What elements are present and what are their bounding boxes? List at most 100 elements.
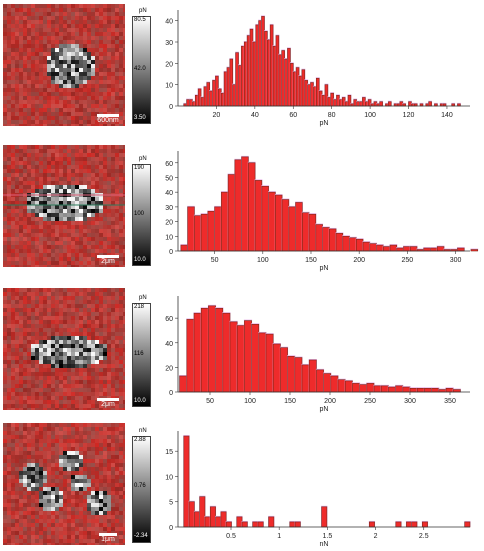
x-axis-label: pN: [320, 265, 329, 272]
histogram-bar: [308, 359, 317, 393]
histogram-bar: [421, 521, 428, 528]
histogram-bar: [209, 506, 216, 528]
histogram-bar: [359, 384, 368, 393]
histogram-bar: [289, 521, 296, 528]
histogram-bar: [234, 159, 242, 252]
colorbar-unit-3: pN: [139, 295, 147, 301]
histogram-bar: [287, 356, 296, 393]
x-axis-label: nN: [320, 541, 329, 548]
x-tick-label: 100: [244, 398, 256, 405]
histogram-bar: [254, 180, 263, 252]
histogram-bar: [227, 174, 236, 252]
x-tick-label: 2: [374, 533, 378, 540]
x-tick-label: 120: [403, 112, 415, 119]
x-tick-label: 50: [211, 257, 219, 264]
y-tick-label: 60: [165, 316, 173, 323]
panel-row-2: 2μm pN 190 100 10.0 0 10 20 30 40 50 60 50 100 15…: [0, 143, 484, 272]
colorbar-unit-4: nN: [139, 428, 147, 434]
histogram-bar: [199, 496, 206, 528]
histogram-bar: [220, 511, 227, 528]
afm-image-3: 2μm: [3, 288, 125, 410]
histogram-bar: [431, 388, 440, 393]
y-tick-label: 30: [165, 40, 173, 47]
histogram-bar: [362, 241, 371, 252]
y-tick-label: 0: [169, 390, 173, 397]
x-tick-label: 150: [305, 257, 317, 264]
histogram-3: 0 20 40 60 50 100 150 200 250 300 350 pN: [160, 292, 480, 416]
x-tick-label: 60: [289, 112, 297, 119]
y-tick-label: 20: [165, 220, 173, 227]
histogram-bar: [369, 243, 377, 252]
histogram-bar: [215, 516, 222, 528]
histogram-bar: [329, 228, 337, 252]
histogram-bar: [436, 246, 445, 252]
histogram-bar: [402, 386, 411, 393]
histogram-bar: [252, 521, 259, 528]
histogram-bar: [288, 206, 296, 252]
histogram-bar: [272, 343, 281, 393]
histogram-bar: [225, 521, 232, 528]
histogram-bar: [430, 247, 438, 252]
x-tick-label: 0.5: [226, 533, 236, 540]
y-tick-label: 0: [169, 104, 173, 111]
x-tick-label: 150: [284, 398, 296, 405]
x-tick-label: 20: [213, 112, 221, 119]
histogram-bar: [208, 305, 216, 393]
histogram-1-bars: [183, 15, 461, 107]
histogram-bar: [236, 325, 245, 393]
x-tick-label: 200: [324, 398, 336, 405]
histogram-bar: [207, 210, 215, 252]
y-tick-label: 0: [169, 249, 173, 256]
y-tick-label: 30: [165, 205, 173, 212]
histogram-bar: [180, 244, 188, 252]
histogram-bar: [280, 347, 288, 393]
scale-bar-2: [97, 255, 119, 258]
colorbar-unit-2: pN: [139, 156, 147, 162]
histogram-bar: [215, 308, 224, 393]
histogram-bar: [366, 383, 375, 393]
histogram-bar: [268, 516, 275, 528]
histogram-bar: [194, 511, 200, 528]
y-tick-label: 60: [165, 161, 173, 168]
histogram-bar: [204, 516, 211, 528]
histogram-bar: [236, 516, 243, 528]
histogram-bar: [323, 373, 332, 393]
afm-image-4: 1μm: [3, 423, 125, 545]
histogram-bar: [193, 312, 202, 393]
scale-label-2: 2μm: [101, 258, 115, 265]
histogram-bar: [355, 238, 364, 252]
histogram-bar: [379, 101, 383, 107]
x-tick-label: 300: [404, 398, 416, 405]
histogram-bar: [251, 324, 260, 393]
colorbar-min-4: -2.34: [134, 533, 148, 539]
histogram-bar: [316, 369, 324, 393]
histogram-bar: [187, 206, 195, 252]
histogram-bar: [244, 320, 252, 393]
colorbar-unit-1: pN: [139, 8, 147, 14]
colorbar-max-4: 2.88: [134, 437, 146, 443]
histogram-bar: [321, 506, 328, 528]
histogram-bar: [409, 246, 418, 252]
panel-row-1: 600nm pN 80.5 42.0 3.50 0 10 20 30 40 20 40 60 8…: [0, 2, 484, 127]
x-tick-label: 1.5: [323, 533, 333, 540]
scale-bar-1: [97, 114, 119, 117]
y-tick-label: 0: [169, 525, 173, 532]
histogram-bar: [183, 435, 190, 528]
y-tick-label: 10: [165, 234, 173, 241]
histogram-3-bars: [179, 304, 461, 393]
histogram-bar: [406, 521, 412, 528]
x-tick-label: 80: [328, 112, 336, 119]
panel-row-4: 1μm nN 2.88 0.76 -2.34 0 5 10 15 0.5 1 1.5 2 2.5…: [0, 421, 484, 549]
histogram-bar: [222, 312, 231, 393]
y-tick-label: 20: [165, 365, 173, 372]
histogram-bar: [396, 247, 404, 252]
histogram-bar: [301, 364, 310, 393]
colorbar-1: [132, 16, 151, 124]
histogram-bar: [294, 521, 301, 528]
histogram-bar: [188, 501, 195, 528]
y-tick-label: 15: [165, 449, 173, 456]
histogram-bar: [295, 202, 303, 252]
histogram-bar: [241, 156, 249, 252]
histogram-bar: [248, 162, 256, 252]
histogram-bar: [445, 388, 454, 393]
